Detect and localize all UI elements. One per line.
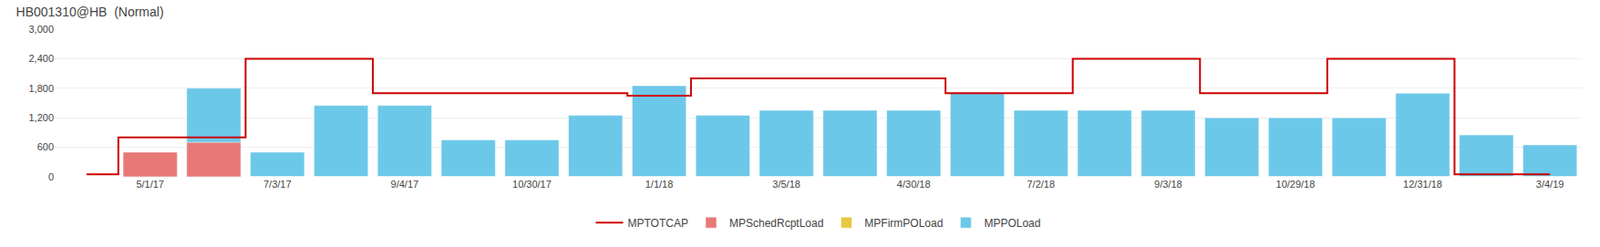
svg-text:1,200: 1,200	[28, 112, 54, 124]
svg-text:HB001310@HB (Normal): HB001310@HB (Normal)	[16, 4, 165, 20]
svg-text:0: 0	[48, 171, 54, 183]
svg-text:10/29/18: 10/29/18	[1276, 178, 1316, 190]
svg-text:10/30/17: 10/30/17	[512, 178, 552, 190]
svg-text:12/31/18: 12/31/18	[1403, 178, 1443, 190]
svg-text:1/1/18: 1/1/18	[645, 178, 674, 190]
svg-text:1,800: 1,800	[28, 82, 54, 94]
svg-text:MPTOTCAP: MPTOTCAP	[628, 216, 689, 230]
svg-text:9/3/18: 9/3/18	[1154, 178, 1183, 190]
svg-text:5/1/17: 5/1/17	[135, 178, 165, 190]
svg-text:3/5/18: 3/5/18	[772, 178, 801, 190]
svg-text:MPFirmPOLoad: MPFirmPOLoad	[864, 216, 943, 230]
svg-text:9/4/17: 9/4/17	[391, 178, 420, 190]
svg-text:3,000: 3,000	[28, 23, 54, 35]
svg-text:7/3/17: 7/3/17	[263, 178, 292, 190]
svg-text:3/4/19: 3/4/19	[1536, 178, 1565, 190]
svg-text:2,400: 2,400	[28, 52, 54, 64]
svg-text:7/2/18: 7/2/18	[1026, 178, 1055, 190]
svg-text:MPPOLoad: MPPOLoad	[983, 216, 1041, 230]
svg-text:600: 600	[37, 141, 54, 153]
svg-text:MPSchedRcptLoad: MPSchedRcptLoad	[729, 216, 824, 230]
svg-text:4/30/18: 4/30/18	[897, 178, 931, 190]
